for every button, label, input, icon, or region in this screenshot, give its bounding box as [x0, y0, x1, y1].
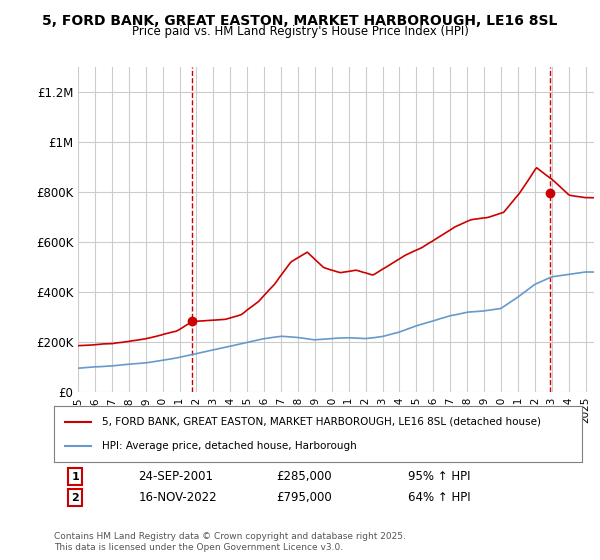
Text: Contains HM Land Registry data © Crown copyright and database right 2025.
This d: Contains HM Land Registry data © Crown c…: [54, 532, 406, 552]
Text: HPI: Average price, detached house, Harborough: HPI: Average price, detached house, Harb…: [101, 441, 356, 451]
Text: 16-NOV-2022: 16-NOV-2022: [139, 491, 217, 504]
Text: 5, FORD BANK, GREAT EASTON, MARKET HARBOROUGH, LE16 8SL: 5, FORD BANK, GREAT EASTON, MARKET HARBO…: [43, 14, 557, 28]
Text: 2: 2: [71, 493, 79, 502]
Text: 1: 1: [71, 472, 79, 482]
Text: Price paid vs. HM Land Registry's House Price Index (HPI): Price paid vs. HM Land Registry's House …: [131, 25, 469, 38]
Text: 95% ↑ HPI: 95% ↑ HPI: [408, 470, 470, 483]
Text: £285,000: £285,000: [276, 470, 331, 483]
Text: 5, FORD BANK, GREAT EASTON, MARKET HARBOROUGH, LE16 8SL (detached house): 5, FORD BANK, GREAT EASTON, MARKET HARBO…: [101, 417, 541, 427]
Text: 64% ↑ HPI: 64% ↑ HPI: [408, 491, 470, 504]
Text: £795,000: £795,000: [276, 491, 332, 504]
Text: 24-SEP-2001: 24-SEP-2001: [139, 470, 214, 483]
